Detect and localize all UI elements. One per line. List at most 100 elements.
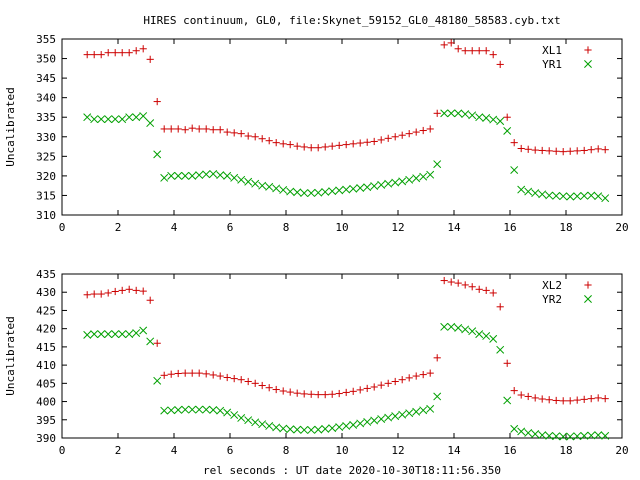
data-point — [475, 285, 483, 293]
data-point — [482, 47, 490, 55]
marker-stroke — [321, 187, 330, 196]
data-point — [573, 192, 582, 201]
marker-stroke — [300, 189, 309, 198]
data-point — [594, 192, 603, 201]
marker-stroke — [300, 426, 309, 434]
data-point — [195, 369, 203, 377]
data-point — [335, 423, 344, 432]
marker-stroke — [216, 406, 225, 415]
data-point — [510, 139, 518, 147]
data-point — [475, 47, 483, 55]
data-point — [489, 334, 498, 343]
marker-stroke — [118, 330, 127, 339]
data-point — [258, 135, 266, 143]
x-tick-label: 4 — [171, 444, 178, 457]
data-point — [216, 406, 225, 415]
data-point — [181, 126, 189, 134]
marker-stroke — [524, 428, 533, 437]
y-tick-label: 330 — [36, 131, 56, 144]
data-point — [482, 286, 490, 294]
marker-stroke — [146, 119, 155, 128]
marker-stroke — [188, 171, 197, 180]
data-point — [510, 387, 518, 395]
data-point — [377, 180, 386, 189]
data-point — [363, 183, 372, 192]
data-point — [321, 143, 329, 151]
marker-stroke — [419, 406, 428, 415]
data-point — [468, 47, 476, 55]
marker-stroke — [433, 392, 442, 401]
data-point — [216, 126, 224, 134]
marker-stroke — [153, 376, 162, 385]
marker-stroke — [209, 169, 218, 178]
marker-stroke — [90, 330, 99, 339]
data-point — [272, 385, 280, 394]
plot-frame — [61, 38, 623, 216]
marker-stroke — [132, 113, 141, 122]
data-point — [139, 326, 148, 335]
data-point — [559, 432, 568, 441]
marker-stroke — [342, 422, 351, 430]
data-point — [83, 291, 91, 299]
x-tick-label: 6 — [227, 444, 234, 457]
marker-stroke — [349, 420, 358, 429]
marker-stroke — [83, 330, 92, 339]
data-point — [202, 405, 211, 414]
data-point — [601, 395, 609, 403]
data-point — [209, 405, 218, 414]
top-panel: 0 2 4 6 8 10 12 14 16 18 20 310 315 320 325 330 335 340 34… — [4, 33, 629, 234]
data-point — [90, 290, 98, 298]
marker-stroke — [580, 191, 589, 200]
data-point — [468, 283, 476, 291]
data-point — [195, 405, 204, 414]
data-point — [601, 431, 610, 440]
marker-stroke — [461, 110, 470, 119]
data-point — [300, 426, 309, 434]
data-point — [461, 110, 470, 119]
data-point — [433, 160, 442, 169]
data-point — [223, 128, 231, 136]
data-point — [482, 114, 491, 122]
x-tick-label: 6 — [227, 221, 234, 234]
data-point — [601, 194, 610, 203]
data-point — [300, 143, 308, 151]
data-point — [531, 430, 540, 438]
data-point — [167, 125, 175, 133]
x-tick-label: 2 — [115, 444, 122, 457]
data-point — [321, 187, 330, 196]
data-point — [398, 131, 406, 139]
marker-stroke — [384, 413, 393, 422]
data-point — [335, 389, 343, 398]
data-point — [132, 329, 141, 337]
marker-stroke — [209, 405, 218, 414]
marker-stroke — [321, 424, 330, 433]
data-point — [447, 109, 456, 118]
marker-stroke — [181, 405, 190, 414]
marker-stroke — [111, 330, 120, 339]
data-point — [440, 322, 449, 331]
y-tick-label: 405 — [36, 377, 56, 390]
data-point — [440, 41, 448, 49]
data-point — [209, 371, 217, 379]
data-point — [363, 384, 371, 393]
data-point — [545, 147, 553, 155]
marker-stroke — [566, 432, 575, 441]
data-point — [531, 146, 539, 154]
marker-stroke — [426, 170, 435, 179]
data-point — [111, 287, 119, 296]
marker-stroke — [90, 115, 99, 124]
marker-stroke — [349, 184, 358, 193]
data-point — [293, 425, 302, 434]
data-point — [153, 339, 161, 347]
data-point — [433, 392, 442, 401]
data-point — [489, 289, 497, 297]
data-point — [426, 170, 435, 179]
data-point — [216, 171, 225, 180]
marker-stroke — [587, 191, 596, 200]
marker-stroke — [584, 60, 592, 68]
marker-stroke — [510, 166, 519, 174]
x-tick-label: 18 — [559, 444, 572, 457]
data-point — [580, 146, 588, 155]
marker-stroke — [258, 420, 267, 429]
marker-stroke — [139, 112, 148, 121]
